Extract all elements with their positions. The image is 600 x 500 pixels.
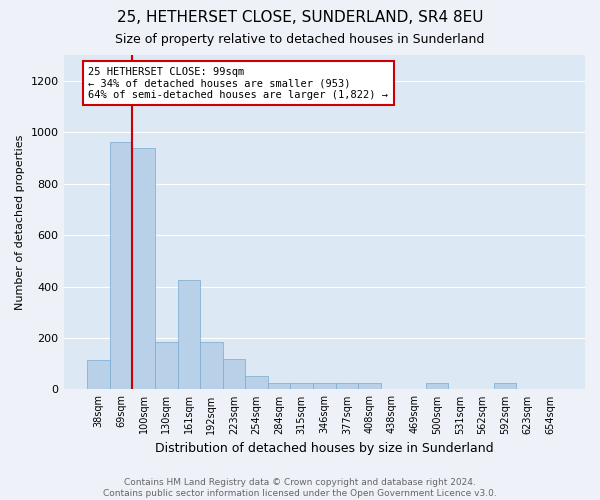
X-axis label: Distribution of detached houses by size in Sunderland: Distribution of detached houses by size … [155,442,494,455]
Bar [245,376,268,390]
Bar [268,382,290,390]
Bar [403,388,426,390]
Bar [426,382,448,390]
Bar [155,342,178,390]
Bar [200,342,223,390]
Text: 25, HETHERSET CLOSE, SUNDERLAND, SR4 8EU: 25, HETHERSET CLOSE, SUNDERLAND, SR4 8EU [117,10,483,25]
Bar [335,382,358,390]
Bar [358,382,381,390]
Bar [494,382,516,390]
Bar [133,148,155,390]
Bar [290,382,313,390]
Text: Size of property relative to detached houses in Sunderland: Size of property relative to detached ho… [115,32,485,46]
Text: 25 HETHERSET CLOSE: 99sqm
← 34% of detached houses are smaller (953)
64% of semi: 25 HETHERSET CLOSE: 99sqm ← 34% of detac… [88,66,388,100]
Bar [178,280,200,390]
Text: Contains HM Land Registry data © Crown copyright and database right 2024.
Contai: Contains HM Land Registry data © Crown c… [103,478,497,498]
Bar [223,358,245,390]
Bar [87,360,110,390]
Bar [110,142,133,390]
Bar [381,388,403,390]
Y-axis label: Number of detached properties: Number of detached properties [15,134,25,310]
Bar [313,382,335,390]
